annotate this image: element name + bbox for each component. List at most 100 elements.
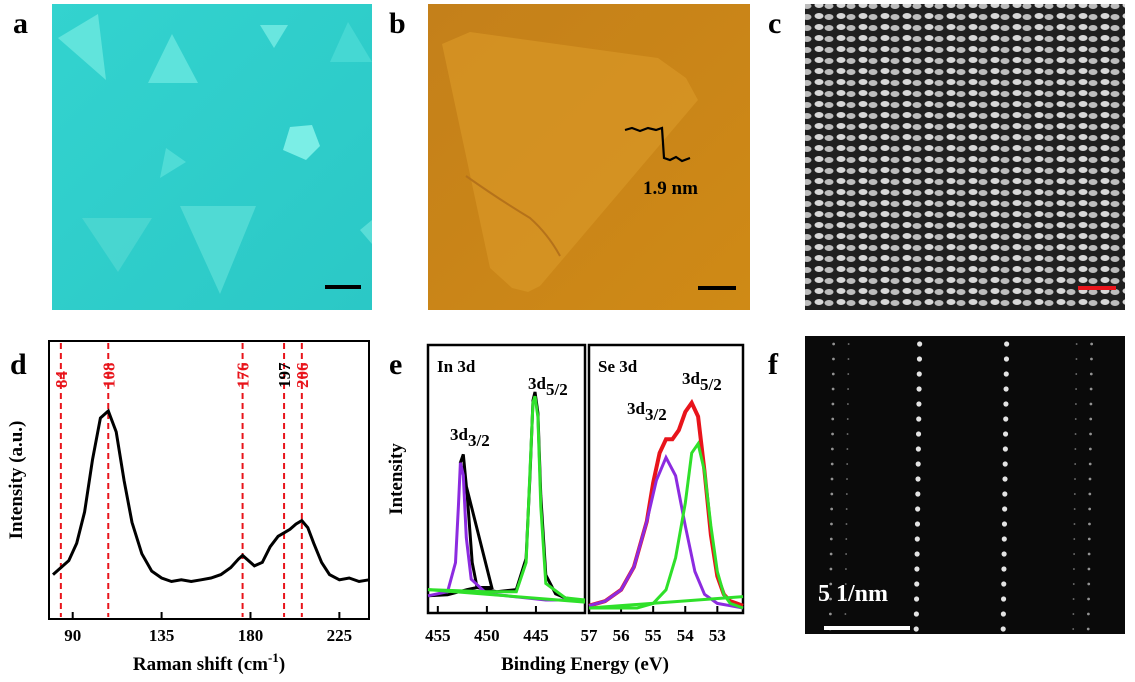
diffraction-spot bbox=[913, 626, 919, 632]
diffraction-spot bbox=[913, 611, 919, 617]
panel-letter-c: c bbox=[768, 7, 781, 40]
diffraction-spot bbox=[1074, 433, 1077, 435]
raman-marker-label: 197 bbox=[275, 362, 294, 388]
diffraction-spot bbox=[1002, 431, 1009, 437]
diffraction-spot bbox=[1074, 463, 1077, 465]
xps-series-line bbox=[588, 453, 744, 610]
raman-marker-label: 206 bbox=[293, 363, 312, 389]
diffraction-spot bbox=[846, 403, 849, 405]
diffraction-spot bbox=[915, 446, 921, 452]
diffraction-spot bbox=[1090, 342, 1094, 346]
diffraction-scale-label: 5 1/nm bbox=[818, 581, 888, 607]
diffraction-spot bbox=[914, 536, 920, 542]
diffraction-spot bbox=[1074, 418, 1077, 420]
diffraction-spot bbox=[1002, 476, 1008, 482]
diffraction-spot bbox=[1089, 372, 1093, 376]
raman-spectrum-line bbox=[52, 408, 370, 584]
panel-letter-a: a bbox=[13, 7, 28, 40]
diffraction-spot bbox=[1087, 552, 1091, 556]
xps-series-line bbox=[427, 588, 586, 604]
diffraction-spot bbox=[1072, 628, 1075, 630]
diffraction-spot bbox=[1000, 611, 1006, 617]
peak-label-se-3d52: 3d5/2 bbox=[682, 369, 722, 394]
diffraction-spot bbox=[845, 553, 848, 555]
diffraction-spot bbox=[1001, 521, 1008, 527]
diffraction-spot bbox=[916, 386, 922, 392]
diffraction-spot bbox=[1075, 373, 1078, 375]
diffraction-spot bbox=[1002, 461, 1008, 467]
xps-x-tick-label: 455 bbox=[425, 626, 451, 645]
diffraction-spot bbox=[829, 582, 833, 586]
xps-x-axis-label: Binding Energy (eV) bbox=[501, 654, 669, 675]
diffraction-spot bbox=[1075, 358, 1078, 360]
diffraction-spot bbox=[1073, 508, 1076, 510]
diffraction-spot bbox=[1088, 477, 1092, 481]
diffraction-spot bbox=[1073, 568, 1075, 570]
diffraction-spot bbox=[1073, 493, 1076, 495]
diffraction-spot bbox=[1086, 627, 1090, 631]
diffraction-spot bbox=[916, 416, 922, 422]
diffraction-spot bbox=[916, 401, 922, 407]
xps-in-x-ticks: 455 450 445 bbox=[425, 606, 549, 645]
diffraction-spot bbox=[1089, 387, 1093, 391]
diffraction-spot bbox=[1003, 356, 1010, 362]
diffraction-spot bbox=[1087, 612, 1090, 616]
diffraction-spot bbox=[1004, 341, 1010, 347]
diffraction-spot bbox=[830, 522, 833, 526]
diffraction-spot bbox=[846, 433, 849, 435]
xps-series-line bbox=[427, 395, 586, 602]
diffraction-spot bbox=[847, 358, 850, 360]
diffraction-spot bbox=[1074, 403, 1077, 405]
xps-series-line bbox=[427, 391, 585, 602]
diffraction-spot bbox=[1075, 388, 1078, 390]
xps-x-tick-label: 450 bbox=[474, 626, 500, 645]
diffraction-spot bbox=[1001, 581, 1007, 587]
diffraction-spot bbox=[1088, 522, 1091, 526]
diffraction-spot bbox=[914, 566, 920, 572]
diffraction-spot bbox=[1088, 492, 1092, 496]
diffraction-spot bbox=[1087, 597, 1090, 601]
xps-x-tick-label: 54 bbox=[677, 626, 695, 645]
diffraction-spot bbox=[1003, 401, 1009, 407]
diffraction-spot bbox=[829, 612, 832, 616]
diffraction-spot bbox=[914, 581, 920, 587]
raman-x-tick-label: 90 bbox=[64, 626, 81, 645]
diffraction-spot bbox=[1002, 506, 1008, 512]
diffraction-spot bbox=[917, 341, 923, 347]
diffraction-spot bbox=[1087, 582, 1091, 586]
diffraction-spot bbox=[914, 521, 921, 527]
peak-label-in-3d32: 3d3/2 bbox=[450, 425, 490, 450]
diffraction-spot bbox=[831, 387, 835, 391]
diffraction-spot bbox=[1072, 613, 1075, 615]
xps-x-tick-label: 57 bbox=[581, 626, 599, 645]
raman-x-tick-label: 225 bbox=[327, 626, 353, 645]
panel-b-afm-image bbox=[428, 4, 750, 310]
diffraction-spot bbox=[1001, 566, 1007, 572]
panel-c-stem-image bbox=[805, 4, 1125, 310]
diffraction-spot bbox=[1073, 553, 1076, 555]
diffraction-spot bbox=[1000, 626, 1006, 632]
diffraction-spot bbox=[1089, 447, 1092, 451]
diffraction-spot bbox=[844, 598, 847, 600]
diffraction-spot bbox=[830, 462, 834, 466]
diffraction-spot bbox=[1089, 432, 1092, 436]
diffraction-spot bbox=[846, 478, 848, 480]
diffraction-spot bbox=[915, 431, 922, 437]
diffraction-spot bbox=[846, 448, 849, 450]
diffraction-spot bbox=[846, 463, 849, 465]
diffraction-spot bbox=[1089, 417, 1093, 421]
diffraction-spot bbox=[844, 583, 847, 585]
panel-f-diffraction-image: 5 1/nm bbox=[805, 336, 1125, 634]
diffraction-spot bbox=[1002, 446, 1008, 452]
raman-marker-label: 84 bbox=[52, 371, 71, 389]
diffraction-spot bbox=[844, 613, 847, 615]
diffraction-spot bbox=[830, 507, 834, 511]
diffraction-spot bbox=[1002, 491, 1008, 497]
diffraction-spot bbox=[1001, 551, 1007, 557]
diffraction-spot bbox=[847, 388, 850, 390]
diffraction-spot bbox=[831, 447, 834, 451]
diffraction-spot bbox=[845, 538, 848, 540]
xps-series-line bbox=[589, 440, 744, 610]
panel-letter-b: b bbox=[389, 7, 406, 40]
